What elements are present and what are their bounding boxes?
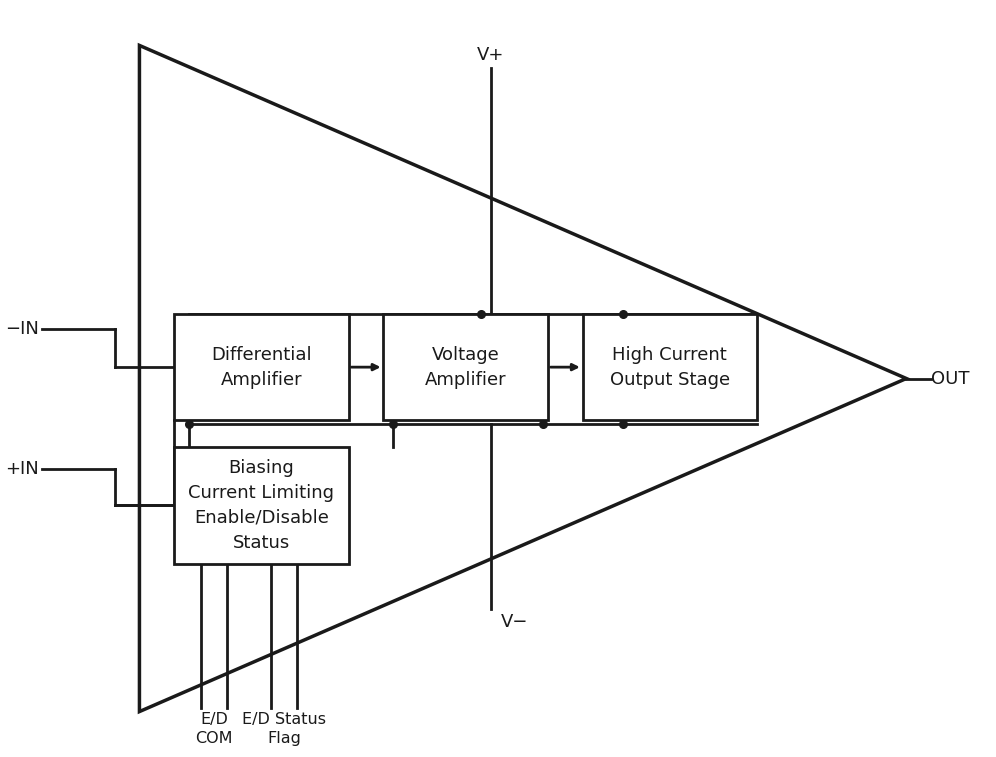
Text: Biasing
Current Limiting
Enable/Disable
Status: Biasing Current Limiting Enable/Disable …	[188, 459, 335, 552]
Text: E/D Status
Flag: E/D Status Flag	[242, 712, 326, 746]
Text: −IN: −IN	[5, 320, 39, 338]
Text: Differential
Amplifier: Differential Amplifier	[211, 346, 312, 388]
Text: E/D
COM: E/D COM	[195, 712, 233, 746]
Text: V−: V−	[501, 613, 529, 631]
Text: High Current
Output Stage: High Current Output Stage	[610, 346, 730, 388]
Bar	[383, 314, 548, 420]
Text: Voltage
Amplifier: Voltage Amplifier	[425, 346, 506, 388]
Bar	[174, 447, 349, 564]
Bar	[174, 314, 349, 420]
Text: V+: V+	[477, 46, 505, 64]
Text: OUT: OUT	[931, 369, 970, 388]
Text: +IN: +IN	[5, 460, 39, 478]
Bar	[583, 314, 757, 420]
